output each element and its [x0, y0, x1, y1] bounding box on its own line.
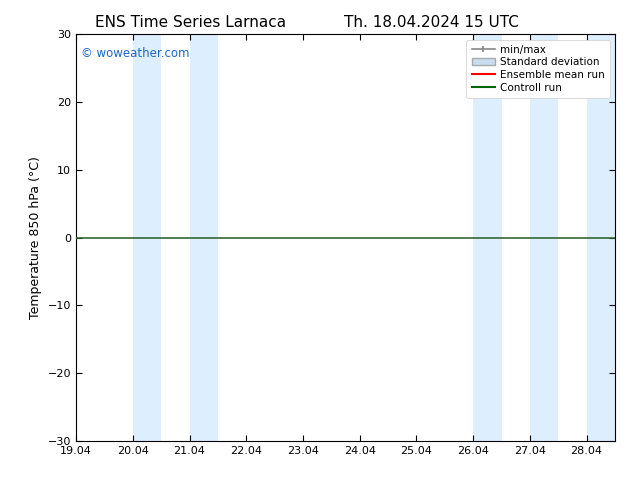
Y-axis label: Temperature 850 hPa (°C): Temperature 850 hPa (°C)	[29, 156, 42, 319]
Text: Th. 18.04.2024 15 UTC: Th. 18.04.2024 15 UTC	[344, 15, 519, 30]
Bar	[586, 34, 615, 441]
Text: ENS Time Series Larnaca: ENS Time Series Larnaca	[94, 15, 286, 30]
Bar	[530, 34, 559, 441]
Bar	[133, 34, 161, 441]
Bar	[190, 34, 218, 441]
Bar	[473, 34, 501, 441]
Text: © woweather.com: © woweather.com	[81, 47, 190, 59]
Legend: min/max, Standard deviation, Ensemble mean run, Controll run: min/max, Standard deviation, Ensemble me…	[467, 40, 610, 98]
